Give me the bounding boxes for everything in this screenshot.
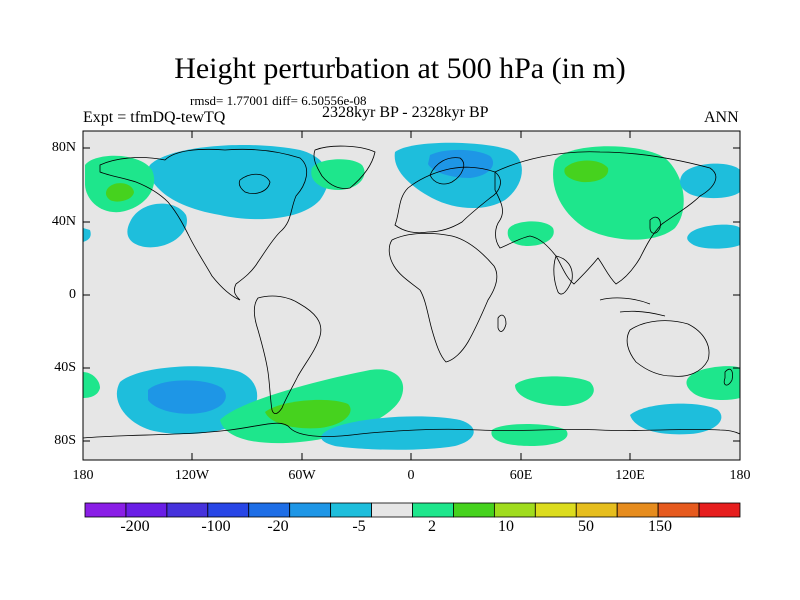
colorbar-label: -100 [201, 518, 231, 535]
colorbar-label: 10 [498, 518, 514, 535]
plot-title: Height perturbation at 500 hPa (in m) [174, 52, 626, 85]
contour-green-south-east-pacific [686, 366, 740, 400]
contour-cyan-south-australia [630, 403, 722, 435]
coast-japan [649, 216, 661, 234]
contour-cyan-bering [680, 163, 740, 199]
lon-label-120e: 120E [615, 468, 645, 483]
colorbar-cell [125, 502, 168, 518]
lon-label-180w: 180 [72, 468, 94, 483]
contour-cyan-west-edge [83, 228, 91, 242]
contour-fields [83, 142, 740, 450]
coast-africa [388, 232, 498, 363]
colorbar-label: 150 [648, 518, 672, 535]
coast-madagascar [497, 314, 507, 332]
contour-cyan-southern-ocean [321, 416, 474, 450]
lon-label-0: 0 [407, 468, 415, 483]
colorbar-cell [698, 502, 741, 518]
colorbar-cell [330, 502, 372, 518]
colorbar-label: 2 [428, 518, 436, 535]
colorbar-cell [493, 502, 536, 518]
colorbar-cell [616, 502, 659, 518]
colorbar-cell [453, 502, 495, 518]
colorbar-cell [166, 502, 209, 518]
lat-label-80n: 80N [51, 140, 76, 155]
lat-label-80s: 80S [54, 433, 76, 448]
coast-asia [494, 151, 717, 285]
colorbar-label: -20 [267, 518, 289, 535]
colorbar-label: -5 [352, 518, 366, 535]
lon-label-60e: 60E [509, 468, 533, 483]
experiment-label: Expt = tfmDQ-tewTQ [83, 109, 226, 126]
colorbar-label: -200 [120, 518, 150, 535]
season-label: ANN [704, 109, 739, 126]
colorbar-cell [575, 502, 618, 518]
coast-india [553, 255, 573, 295]
colorbar-cell [412, 502, 454, 518]
coast-antarctica [83, 422, 740, 439]
contour-blue-europe [428, 149, 494, 178]
colorbar-cell [207, 502, 250, 518]
lat-label-0: 0 [69, 287, 76, 302]
contour-green-greenland [311, 159, 365, 190]
lon-label-120w: 120W [174, 468, 210, 483]
contour-bright-green-alaska [105, 183, 134, 202]
coast-scandinavia [429, 157, 465, 185]
lon-ticks [82, 131, 631, 460]
lon-label-180e: 180 [729, 468, 751, 483]
lat-label-40n: 40N [51, 214, 76, 229]
coast-hudson-bay [238, 173, 271, 194]
coast-australia [626, 320, 710, 377]
contour-green-southern-africa-lower [491, 424, 568, 446]
coast-north-america [99, 148, 308, 301]
colorbar-cell [84, 502, 127, 518]
lat-label-40s: 40S [54, 360, 76, 375]
contour-blue-south-pacific [148, 380, 226, 414]
colorbar-label: 50 [578, 518, 594, 535]
contour-green-west-edge-south [83, 372, 100, 398]
colorbar-cell [289, 502, 332, 518]
coast-europe [394, 166, 501, 234]
colorbar-cell [534, 502, 577, 518]
lat-ticks [83, 147, 740, 442]
coast-greenland [313, 145, 376, 189]
contour-cyan-north-pacific-east [687, 224, 740, 249]
lon-label-60w: 60W [288, 468, 316, 483]
coast-south-america [253, 295, 322, 414]
colorbar-cell [371, 502, 413, 518]
contour-cyan-pacific [127, 203, 187, 248]
colorbar-cell [657, 502, 700, 518]
stats-text: rmsd= 1.77001 diff= 6.50556e-08 [190, 93, 367, 108]
colorbar [84, 502, 741, 518]
contour-green-south-indian [515, 376, 594, 406]
contour-cyan-north-america [148, 145, 329, 220]
contour-bright-green-south-atlantic [265, 399, 351, 429]
period-label: 2328kyr BP - 2328kyr BP [322, 104, 489, 121]
colorbar-cell [248, 502, 291, 518]
contour-bright-green-siberia [564, 160, 609, 183]
coast-new-zealand [723, 368, 733, 386]
coastlines [83, 145, 740, 439]
coast-indonesia [599, 297, 666, 317]
